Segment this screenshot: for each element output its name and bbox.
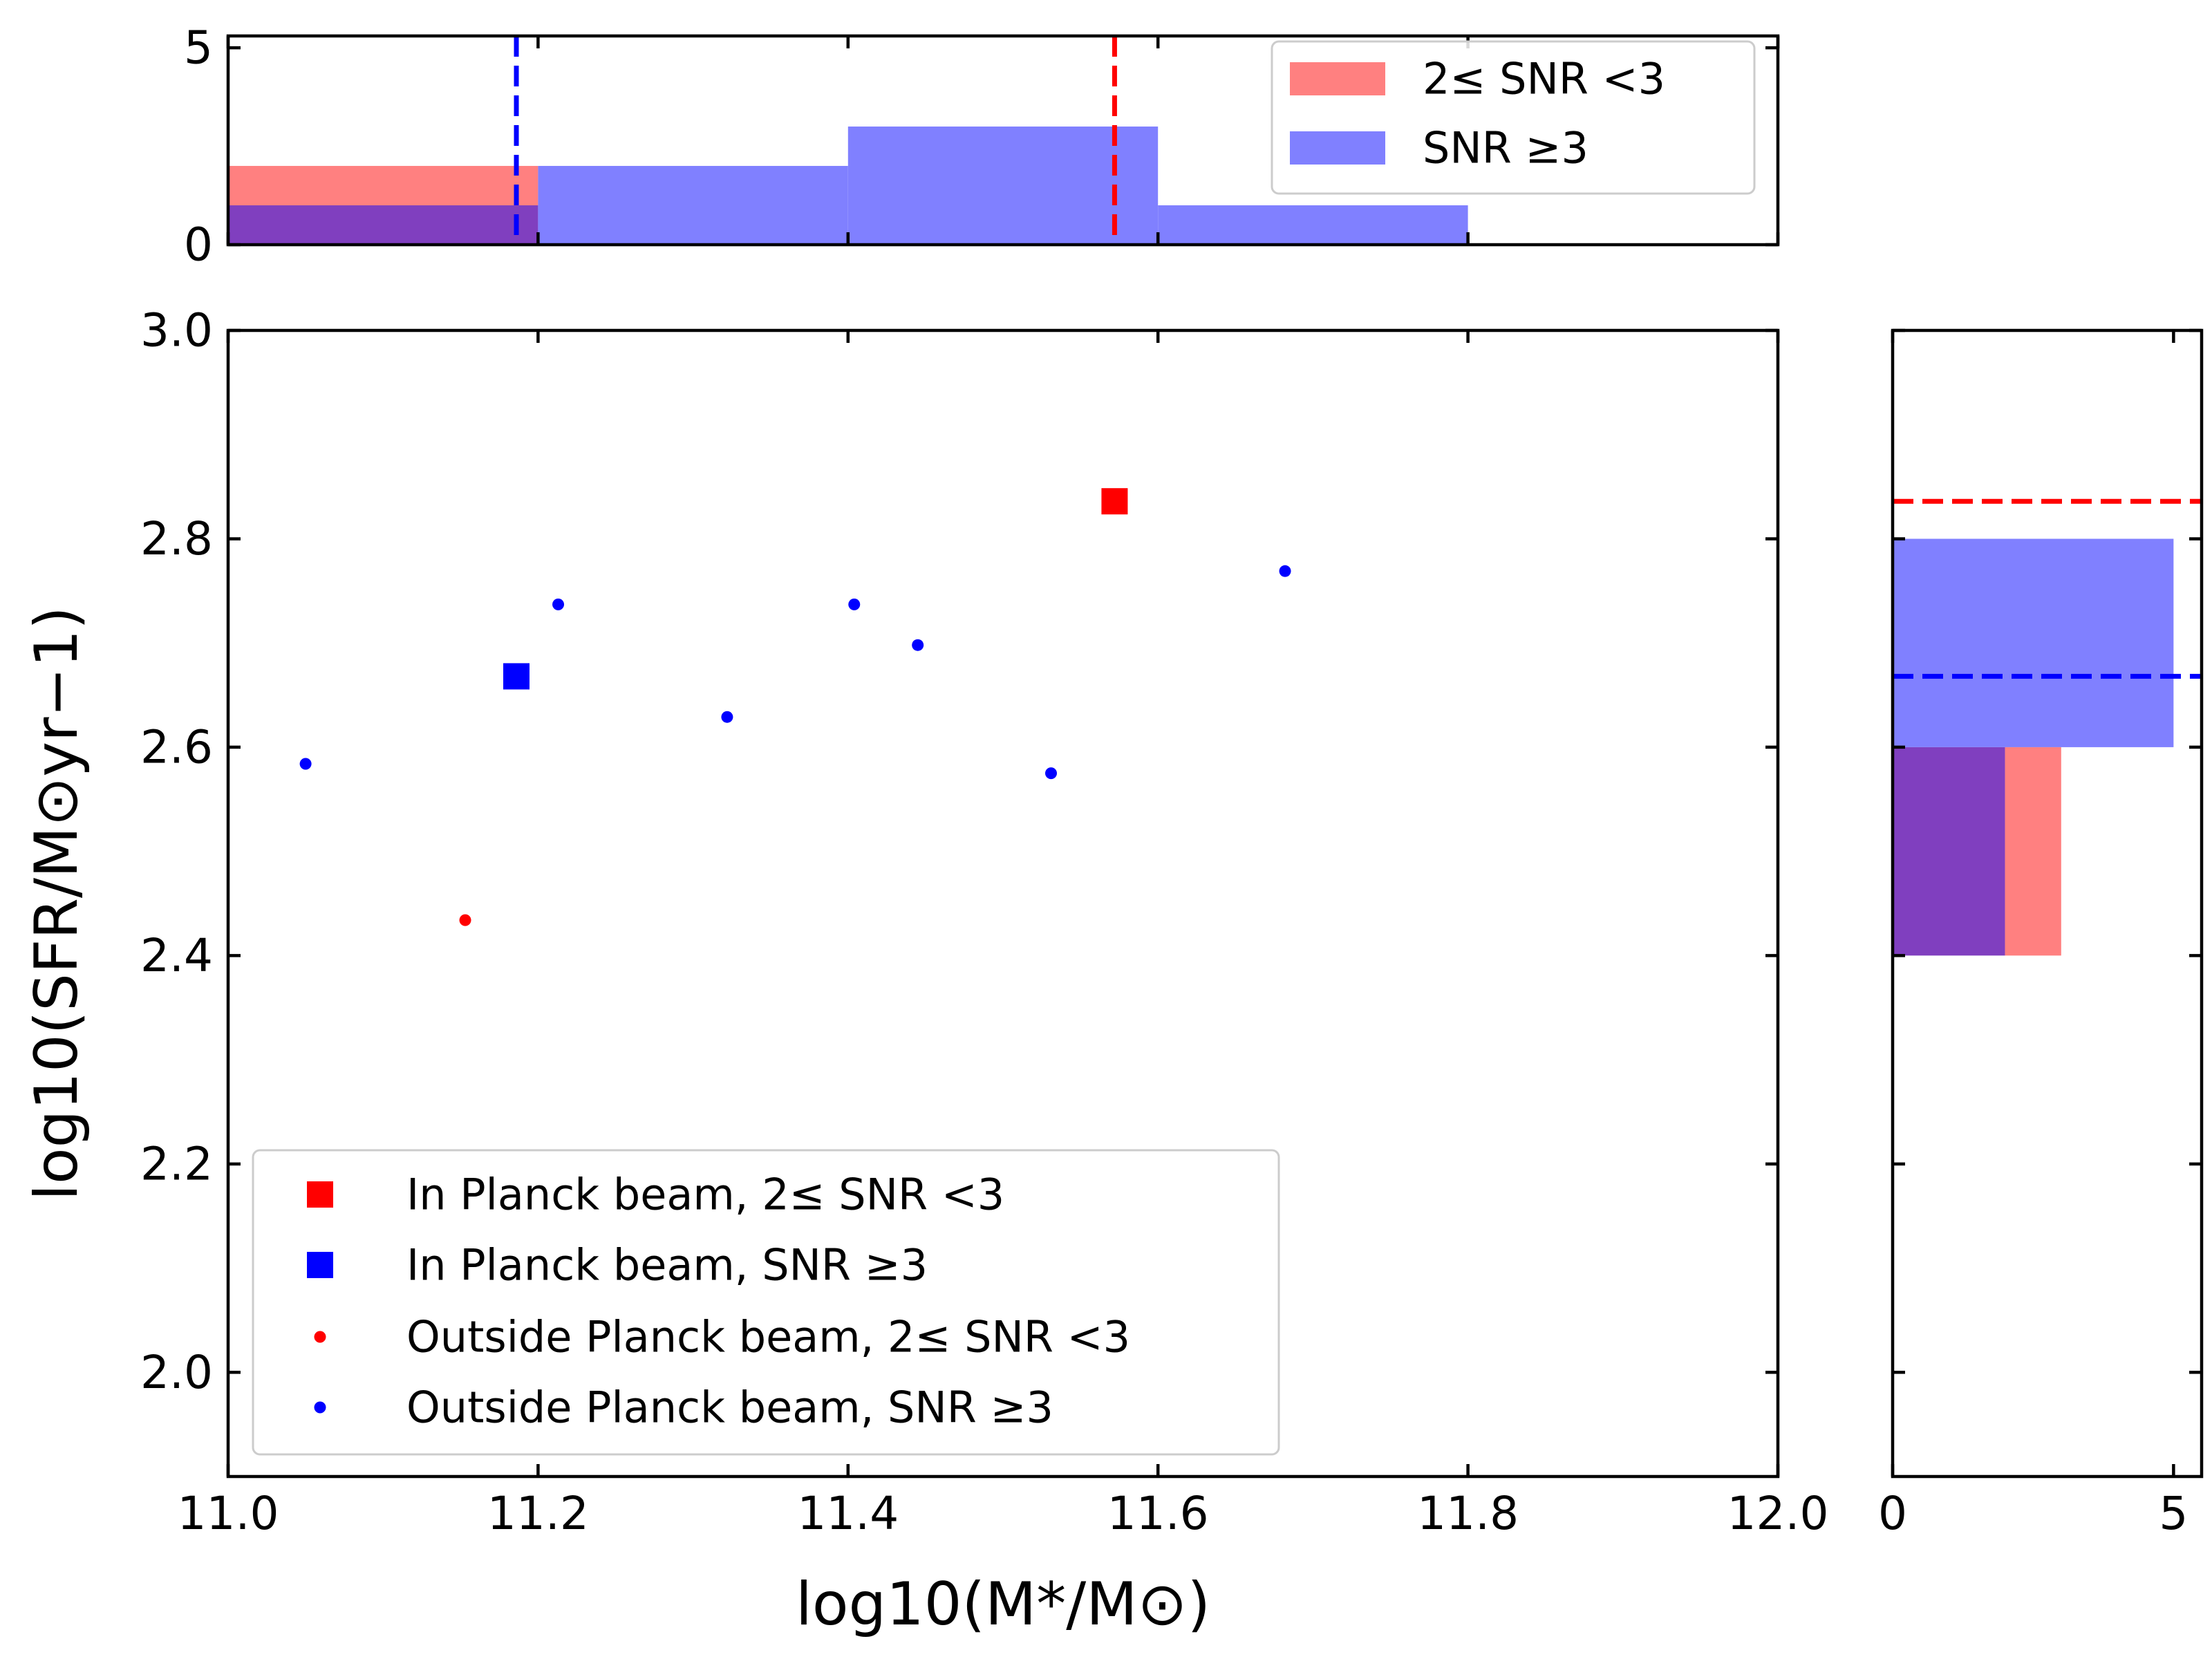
legend-dot-marker xyxy=(314,1401,326,1414)
top-axes-frame xyxy=(226,34,1780,247)
y-tick-label: 2.4 xyxy=(140,929,213,982)
top-hist-blue-bar xyxy=(1158,205,1468,245)
scatter-dot-point xyxy=(299,758,312,770)
top-hist-blue-bar xyxy=(847,126,1159,245)
legend-dot-marker xyxy=(314,1331,326,1343)
x-tick-label: 11.2 xyxy=(487,1487,589,1540)
top-legend: 2≤ SNR <3 SNR ≥3 xyxy=(1271,40,1756,195)
top-hist-blue-bar xyxy=(538,166,848,245)
top-legend-swatch-red xyxy=(1290,62,1385,95)
scatter-points xyxy=(299,488,1291,926)
top-y-tick-label: 5 xyxy=(184,21,213,75)
y-tick-label: 2.8 xyxy=(140,512,213,565)
right-axes-frame xyxy=(1891,328,2204,1479)
scatter-panel: 11.0 11.2 11.4 11.6 11.8 12.0 2.0 2.2 2.4 2.6 2.8 3… xyxy=(22,304,1828,1640)
top-y-tick-label: 0 xyxy=(184,218,213,272)
scatter-dot-point xyxy=(459,914,471,926)
scatter-legend: In Planck beam, 2≤ SNR <3 In Planck beam,… xyxy=(252,1149,1280,1456)
scatter-legend-frame xyxy=(252,1149,1280,1456)
scatter-dot-point xyxy=(721,711,733,723)
scatter-dot-point xyxy=(552,598,565,610)
y-tick-label: 2.6 xyxy=(140,720,213,774)
x-tick-label: 11.8 xyxy=(1417,1487,1519,1540)
x-tick-label: 11.0 xyxy=(178,1487,279,1540)
top-hist-overlap-bar xyxy=(228,205,538,245)
scatter-dot-point xyxy=(848,598,861,610)
scatter-dot-point xyxy=(1279,565,1291,577)
scatter-dot-point xyxy=(1045,767,1058,780)
x-axis-title: log10(M*/M⊙) xyxy=(796,1570,1210,1639)
x-tick-label: 11.4 xyxy=(797,1487,899,1540)
y-axis-title: log10(SFR/M⊙yr−1) xyxy=(22,606,91,1201)
top-histogram-bars xyxy=(228,126,1468,245)
top-legend-label-blue: SNR ≥3 xyxy=(1423,123,1588,174)
right-hist-blue-bar xyxy=(1893,538,2174,747)
scatter-legend-label: Outside Planck beam, 2≤ SNR <3 xyxy=(406,1312,1130,1362)
x-tick-label: 11.6 xyxy=(1107,1487,1209,1540)
top-histogram-panel: 0 5 2≤ SNR <3 SNR ≥3 xyxy=(184,21,1780,272)
top-hist-red-bar xyxy=(228,166,538,206)
x-tick-label: 12.0 xyxy=(1727,1487,1829,1540)
scatter-square-point xyxy=(1101,488,1128,515)
right-x-tick-label: 5 xyxy=(2159,1487,2188,1540)
legend-square-marker xyxy=(307,1252,333,1278)
top-legend-frame xyxy=(1271,40,1756,195)
scatter-square-point xyxy=(503,663,530,690)
y-tick-label: 3.0 xyxy=(140,304,213,357)
top-legend-label-red: 2≤ SNR <3 xyxy=(1423,54,1665,104)
scatter-legend-label: In Planck beam, 2≤ SNR <3 xyxy=(406,1170,1004,1220)
right-hist-overlap-bar xyxy=(1893,747,2005,956)
right-histogram-bars xyxy=(1893,538,2174,956)
right-hist-red-bar xyxy=(2005,747,2061,956)
scatter-legend-label: In Planck beam, SNR ≥3 xyxy=(406,1240,928,1291)
scatter-dot-point xyxy=(912,639,924,651)
scatter-axes-frame xyxy=(226,328,1780,1479)
y-tick-label: 2.2 xyxy=(140,1137,213,1190)
top-legend-swatch-blue xyxy=(1290,131,1385,165)
scatter-legend-label: Outside Planck beam, SNR ≥3 xyxy=(406,1382,1053,1433)
legend-square-marker xyxy=(307,1181,333,1208)
right-x-tick-label: 0 xyxy=(1878,1487,1907,1540)
y-tick-label: 2.0 xyxy=(140,1346,213,1399)
